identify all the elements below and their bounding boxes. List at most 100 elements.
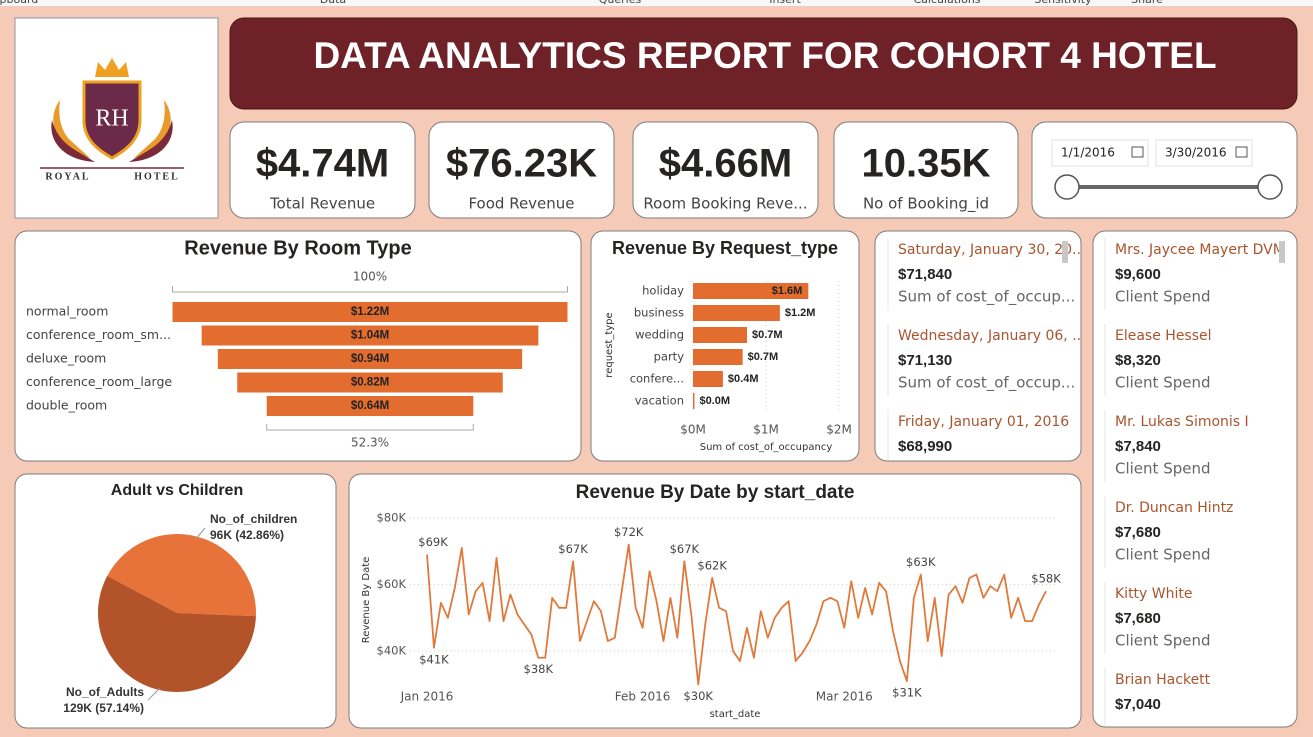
- entry-label: Client Spend: [1115, 288, 1211, 306]
- panel: [833, 121, 1019, 219]
- entry-label: Client Spend: [1115, 546, 1211, 564]
- x-axis-title: Sum of cost_of_occupancy: [700, 442, 833, 453]
- ribbon-strip: [0, 0, 1313, 6]
- entry-title: Dr. Duncan Hintz: [1115, 500, 1233, 516]
- x-tick-label: Jan 2016: [400, 690, 454, 704]
- y-tick-label: $80K: [377, 511, 407, 525]
- report-title: DATA ANALYTICS REPORT FOR COHORT 4 HOTEL: [313, 35, 1216, 76]
- pie-value-label: 96K (42.86%): [210, 528, 284, 542]
- entry-label: Client Spend: [1115, 460, 1211, 478]
- category-label: double_room: [26, 398, 107, 413]
- line-series: [426, 543, 1047, 686]
- leader-line: [147, 687, 161, 701]
- data-label: $69K: [418, 535, 448, 549]
- pie-slice: [107, 534, 257, 617]
- funnel-bottom-label: 52.3%: [351, 436, 389, 450]
- date-value: 1/1/2016: [1061, 146, 1115, 160]
- panel: [229, 121, 416, 219]
- entry-label: Sum of cost_of_occup...: [898, 374, 1075, 393]
- leader-line: [194, 527, 206, 541]
- chart-title: Revenue By Date by start_date: [576, 482, 855, 503]
- ribbon-label: Clipboard: [0, 0, 38, 6]
- entry-title: Mrs. Jaycee Mayert DVM: [1115, 242, 1285, 258]
- data-label: $63K: [906, 555, 936, 569]
- ribbon-label: Queries: [599, 0, 642, 6]
- x-tick-label: $0M: [680, 423, 706, 437]
- data-label: $0.0M: [699, 395, 730, 407]
- pie-slice: [98, 575, 256, 693]
- y-tick-label: $60K: [377, 577, 407, 591]
- entry-value: $9,600: [1115, 266, 1161, 283]
- chart-title: Revenue By Request_type: [612, 238, 838, 258]
- entry-title: Wednesday, January 06, ...: [898, 328, 1086, 344]
- category-label: deluxe_room: [26, 351, 106, 366]
- pie-category-label: No_of_Adults: [66, 685, 144, 699]
- scrollbar: [1062, 241, 1068, 263]
- x-tick-label: Feb 2016: [615, 690, 671, 704]
- panel: [632, 121, 819, 219]
- ribbon-label: Share: [1131, 0, 1163, 6]
- category-label: normal_room: [26, 304, 108, 319]
- data-label: $0.82M: [351, 377, 389, 389]
- panel: [1092, 230, 1298, 728]
- data-label: $31K: [892, 686, 922, 700]
- kpi-label: Total Revenue: [269, 195, 375, 213]
- chart-title: Adult vs Children: [111, 482, 243, 499]
- data-label: $62K: [697, 558, 727, 572]
- panel: [590, 230, 860, 462]
- entry-title: Saturday, January 30, 20...: [898, 242, 1085, 258]
- title-banner: [229, 17, 1298, 110]
- entry-value: $8,320: [1115, 352, 1161, 369]
- category-label: holiday: [642, 284, 684, 298]
- data-label: $0.7M: [752, 329, 783, 341]
- entry-label: Sum of cost_of_occup...: [898, 288, 1075, 307]
- entry-value: $68,990: [898, 438, 952, 455]
- panel: [428, 121, 615, 219]
- funnel-bar: [217, 349, 523, 369]
- y-axis-title: Revenue By Date: [361, 557, 372, 644]
- ribbon-label: Data: [320, 0, 346, 6]
- data-label: $67K: [558, 542, 588, 556]
- data-label: $30K: [683, 689, 713, 703]
- slider-handle: [1257, 174, 1283, 200]
- y-tick-label: $40K: [377, 644, 407, 658]
- kpi-value: 10.35K: [862, 142, 991, 186]
- bar: [693, 327, 748, 343]
- entry-value: $71,130: [898, 352, 952, 369]
- data-label: $72K: [614, 525, 644, 539]
- funnel-top-label: 100%: [353, 270, 387, 284]
- pie-value-label: 129K (57.14%): [63, 701, 144, 715]
- data-label: $38K: [524, 662, 554, 676]
- category-label: business: [634, 306, 684, 320]
- funnel-bar: [201, 325, 539, 346]
- logo-monogram: RH: [95, 106, 128, 132]
- data-label: $67K: [670, 542, 700, 556]
- panel: [14, 230, 582, 462]
- x-axis-title: start_date: [710, 709, 761, 720]
- calendar-icon: [1235, 146, 1248, 158]
- category-label: conference_room_large: [26, 374, 172, 389]
- data-label: $0.64M: [351, 400, 389, 412]
- ribbon-label: Sensitivity: [1034, 0, 1092, 6]
- date-value: 3/30/2016: [1165, 146, 1227, 160]
- logo-crest: [40, 58, 184, 169]
- bar: [693, 393, 695, 409]
- category-label: confere...: [630, 372, 684, 386]
- data-label: $58K: [1031, 572, 1061, 586]
- entry-value: $71,840: [898, 266, 952, 283]
- panel: [874, 230, 1082, 462]
- category-label: vacation: [635, 394, 684, 408]
- card-list: Mrs. Jaycee Mayert DVM $9,600 Client Spend…: [1104, 238, 1285, 726]
- kpi-value: $4.66M: [659, 142, 792, 186]
- funnel-bracket: [172, 286, 568, 293]
- card-list: Saturday, January 30, 20... $71,840 Sum of…: [887, 238, 1086, 460]
- logo-word: ROYAL: [45, 171, 90, 182]
- category-label: conference_room_sm...: [26, 327, 171, 342]
- kpi-label: No of Booking_id: [863, 195, 989, 214]
- kpi-label: Room Booking Reve...: [643, 195, 807, 213]
- kpi-label: Food Revenue: [468, 195, 574, 213]
- entry-title: Brian Hackett: [1115, 672, 1211, 688]
- entry-value: $7,680: [1115, 610, 1161, 627]
